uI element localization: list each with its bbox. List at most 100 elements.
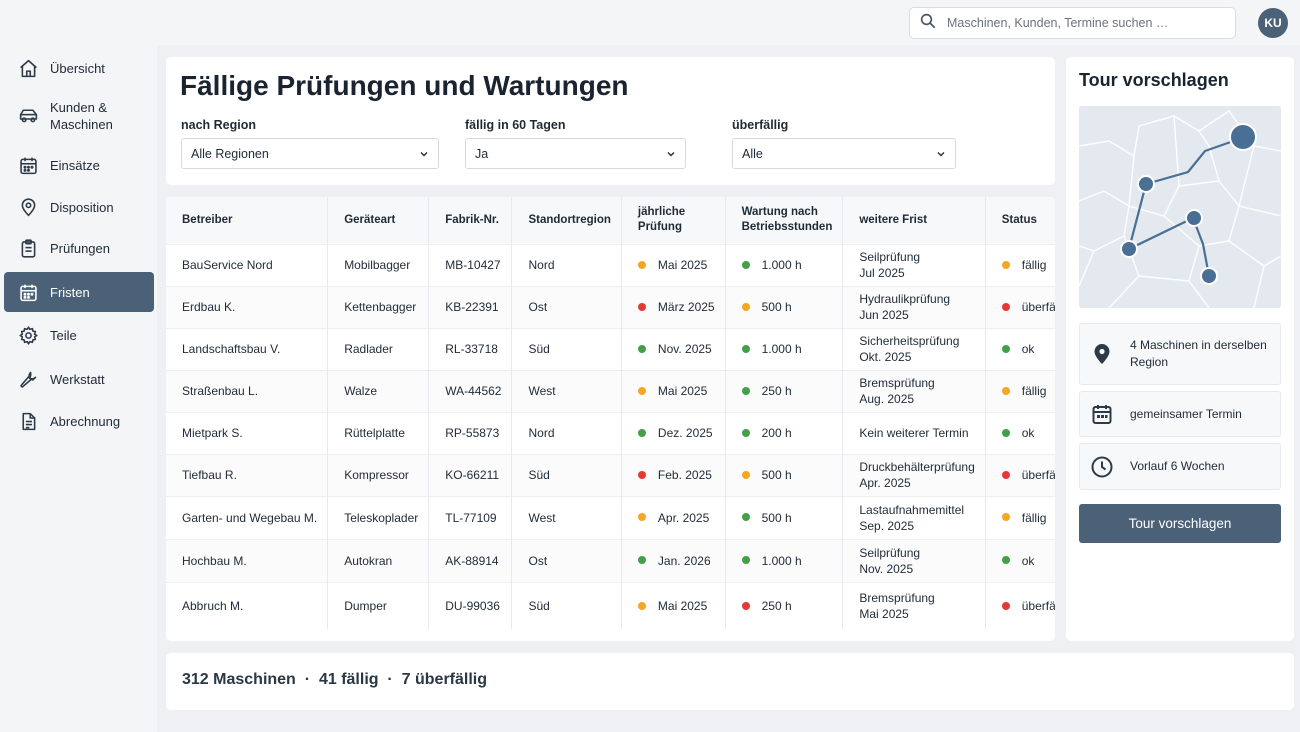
sidebar-item-label: Übersicht [50,60,105,76]
deadline-cell: Kein weiterer Termin [842,411,986,454]
deadline-name: Druckbehälterprüfung [859,460,975,474]
operator-cell: Tiefbau R. [182,468,237,482]
sidebar-item-fristen[interactable]: Fristen [4,272,154,312]
status-dot [741,302,750,311]
hours-cell: 1.000 h [725,327,844,370]
deadline-date: Jun 2025 [859,308,909,322]
serial-cell: RP-55873 [428,411,513,454]
deadline-name: Sicherheitsprüfung [859,334,960,348]
sidebar-item-abrechnung[interactable]: Abrechnung [4,401,154,441]
sidebar-item-kunden-maschinen[interactable]: Kunden & Maschinen [4,93,154,138]
map-pin-icon [17,196,39,218]
table-row[interactable]: Erdbau K. Kettenbagger KB-22391 Ost März 202… [166,285,1055,328]
serial-cell: MB-10427 [428,243,513,286]
summary-bar: 312 Maschinen · 41 fällig · 7 überfällig [166,653,1294,710]
operator-cell: Straßenbau L. [182,384,259,398]
table-row[interactable]: Mietpark S. Rüttelplatte RP-55873 Nord Dez. … [166,411,1055,454]
search-input[interactable] [947,16,1227,30]
status-dot [1001,556,1010,565]
table-header-row: Betreiber Geräteart Fabrik-Nr. Standortr… [166,197,1055,244]
operator-cell: Abbruch M. [182,598,244,613]
annual-check-cell: Mai 2025 [621,369,726,412]
table-row[interactable]: Abbruch M. Dumper DU-99036 Süd Mai 2025 250 h… [166,581,1055,629]
table-row[interactable]: Garten- und Wegebau M. Teleskoplader TL-77… [166,495,1055,539]
sidebar-item-werkstatt[interactable]: Werkstatt [4,359,154,399]
column-header[interactable]: Geräteart [327,197,430,244]
column-header[interactable]: Fabrik-Nr. [428,197,513,244]
status-label: ok [1021,426,1035,440]
type-cell: Dumper [327,581,430,629]
sidebar-item-uebersicht[interactable]: Übersicht [4,48,154,88]
tour-panel: Tour vorschlagen [1066,57,1294,641]
annual-check-cell: Apr. 2025 [621,495,726,539]
filter-panel: Fällige Prüfungen und Wartungen nach Reg… [166,57,1055,185]
column-header[interactable]: Status [985,197,1055,244]
table-row[interactable]: Straßenbau L. Walze WA-44562 West Mai 2025 25… [166,369,1055,412]
status-dot [1001,302,1010,311]
column-header[interactable]: weitere Frist [842,197,986,244]
clock-icon [1089,454,1115,480]
chevron-down-icon [667,151,675,157]
table-row[interactable]: Hochbau M. Autokran AK-88914 Ost Jan. 2026 1.… [166,538,1055,582]
annual-check-date: Nov. 2025 [657,342,712,356]
region-cell: Süd [511,453,622,496]
column-header[interactable]: Standortregion [511,197,622,244]
hours-cell: 250 h [725,369,844,412]
status-dot [637,386,646,395]
map-pin-icon [1089,341,1115,367]
deadline-cell: Bremsprüfung Mai 2025 [842,581,986,629]
clipboard-icon [17,237,39,259]
hours-value: 500 h [761,300,792,314]
sidebar-item-einsaetze[interactable]: Einsätze [4,145,154,185]
deadline-date: Aug. 2025 [859,392,915,406]
status-cell: überfällig [985,581,1055,629]
suggest-tour-button[interactable]: Tour vorschlagen [1079,504,1281,543]
table-row[interactable]: Tiefbau R. Kompressor KO-66211 Süd Feb. 2025… [166,453,1055,496]
hours-cell: 1.000 h [725,538,844,582]
status-dot [637,601,646,610]
route-map[interactable] [1079,106,1281,308]
column-header[interactable]: jährliche Prüfung [621,197,726,244]
column-header[interactable]: Betreiber [166,197,329,244]
status-label: überfällig [1021,300,1055,314]
sidebar-item-teile[interactable]: Teile [4,315,154,355]
hours-value: 1.000 h [761,342,802,356]
hours-value: 250 h [761,384,792,398]
sidebar-item-label: Werkstatt [50,371,105,387]
search-icon [919,12,937,35]
deadline-name: Seilprüfung [859,545,921,560]
region-select[interactable]: Alle Regionen [181,138,439,169]
region-filter-label: nach Region [181,118,257,132]
deadline-cell: Sicherheitsprüfung Okt. 2025 [842,327,986,370]
table-row[interactable]: BauService Nord Mobilbagger MB-10427 Nord Ma… [166,243,1055,286]
status-cell: fällig [985,369,1055,412]
hours-cell: 1.000 h [725,243,844,286]
region-cell: Nord [511,243,622,286]
calendar-icon [17,281,39,303]
sidebar-item-disposition[interactable]: Disposition [4,187,154,227]
overdue-select[interactable]: Alle [732,138,956,169]
annual-check-date: Mai 2025 [657,598,708,613]
column-header[interactable]: Wartung nach Betriebsstunden [725,197,844,244]
operator-cell: BauService Nord [182,258,273,272]
hours-value: 250 h [761,598,792,613]
type-cell: Kettenbagger [327,285,430,328]
sidebar-item-pruefungen[interactable]: Prüfungen [4,228,154,268]
type-cell: Mobilbagger [327,243,430,286]
info-common-date: gemeinsamer Termin [1079,391,1281,437]
hours-value: 1.000 h [761,258,802,272]
table-row[interactable]: Landschaftsbau V. Radlader RL-33718 Süd Nov.… [166,327,1055,370]
status-label: fällig [1021,510,1047,525]
avatar[interactable]: KU [1258,8,1288,38]
status-cell: überfällig [985,453,1055,496]
deadline-date: Jul 2025 [859,266,905,280]
status-cell: überfällig [985,285,1055,328]
search-box[interactable] [909,7,1236,39]
status-dot [637,513,646,522]
truck-icon [17,105,39,127]
due-select[interactable]: Ja [465,138,686,169]
status-dot [637,428,646,437]
overdue-filter-label: überfällig [732,118,789,132]
annual-check-cell: Jan. 2026 [621,538,726,582]
summary-text: 312 Maschinen · 41 fällig · 7 überfällig [182,671,487,689]
